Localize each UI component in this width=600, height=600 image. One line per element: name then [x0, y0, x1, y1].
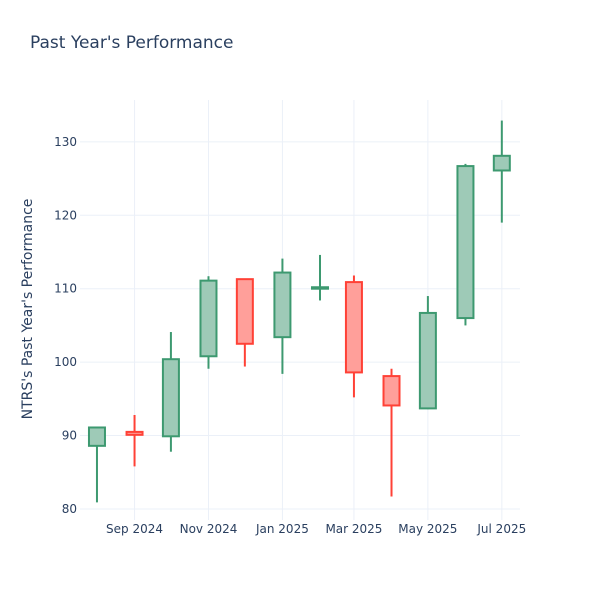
- candle-body: [161, 358, 180, 438]
- y-tick-label: 120: [54, 208, 77, 222]
- candle-increasing: [456, 163, 475, 326]
- candle-decreasing: [344, 275, 363, 398]
- candle-decreasing: [125, 415, 144, 467]
- candle-body: [418, 311, 437, 410]
- candle-body: [235, 278, 254, 345]
- candle-increasing: [87, 426, 106, 503]
- x-tick-label: Nov 2024: [180, 522, 238, 536]
- candle-body: [199, 279, 218, 358]
- x-axis-ticks: Sep 2024 Nov 2024 Jan 2025 Mar 2025 May 2025…: [106, 522, 526, 536]
- candle-body: [273, 271, 292, 339]
- candle-body: [311, 286, 329, 290]
- y-axis-title: NTRS's Past Year's Performance: [20, 199, 36, 420]
- chart-title: Past Year's Performance: [30, 33, 234, 53]
- grid: [80, 100, 520, 520]
- y-tick-label: 130: [54, 135, 77, 149]
- candle-increasing: [273, 258, 292, 374]
- candle-body: [492, 154, 511, 172]
- candle-body: [87, 426, 106, 447]
- x-tick-label: May 2025: [398, 522, 457, 536]
- x-tick-label: Jan 2025: [255, 522, 309, 536]
- candle-increasing: [311, 254, 329, 301]
- y-axis-ticks: 80 90 100 110 120 130: [54, 135, 77, 516]
- y-tick-label: 90: [62, 429, 77, 443]
- candle-increasing: [161, 332, 180, 452]
- y-tick-label: 110: [54, 282, 77, 296]
- candle-body: [456, 165, 475, 320]
- x-tick-label: Mar 2025: [325, 522, 382, 536]
- x-tick-label: Jul 2025: [476, 522, 526, 536]
- y-tick-label: 100: [54, 355, 77, 369]
- candle-increasing: [492, 120, 511, 223]
- x-tick-label: Sep 2024: [106, 522, 163, 536]
- y-tick-label: 80: [62, 502, 77, 516]
- candle-increasing: [418, 296, 437, 410]
- candle-decreasing: [235, 278, 254, 367]
- candle-body: [344, 281, 363, 374]
- candles: [87, 120, 511, 503]
- candle-increasing: [199, 276, 218, 369]
- candle-decreasing: [382, 368, 401, 497]
- candle-body: [125, 430, 144, 436]
- candle-body: [382, 375, 401, 407]
